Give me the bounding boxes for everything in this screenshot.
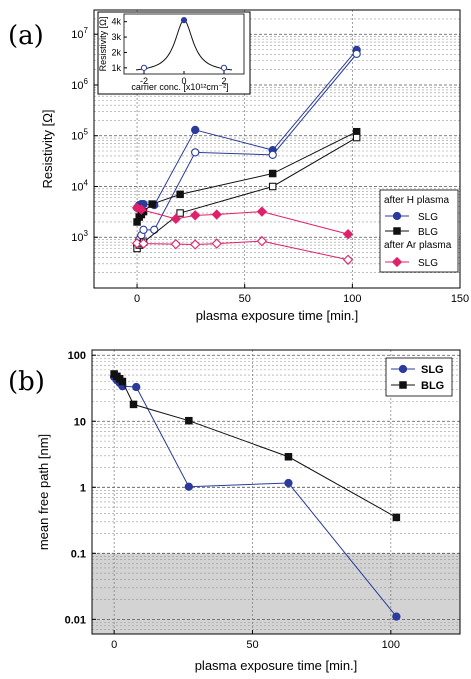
data-point [140,226,147,233]
y-tick-label: 107 [71,26,88,41]
x-tick-label: 150 [451,293,469,305]
legend-group-h-plasma: after H plasma [384,195,449,206]
data-point [151,226,158,233]
data-point [212,239,221,248]
data-point [393,514,399,520]
panel-b-legend: SLG BLG [386,358,452,396]
data-point [191,211,200,220]
inset-y-axis-title: Resistivity [Ω] [98,17,108,72]
data-point [269,151,276,158]
legend-marker [400,382,406,388]
y-tick-label: 0.1 [71,548,86,560]
y-tick-label: 100 [68,350,86,362]
panel-a-x-axis-title: plasma exposure time [min.] [196,308,359,323]
data-point [192,149,199,156]
data-point [186,417,192,423]
data-point [133,383,140,390]
shaded-region [92,553,460,634]
data-point [344,255,353,264]
data-point [353,50,360,57]
data-point [177,191,183,197]
data-point [177,210,183,216]
legend-group-ar-plasma: after Ar plasma [384,240,452,251]
y-tick-label: 103 [71,229,88,244]
data-point [258,207,267,216]
data-point [258,237,267,246]
legend-marker [393,212,400,219]
data-point [269,170,275,176]
legend-label: SLG [418,212,438,223]
panel-b-x-axis-title: plasma exposure time [min.] [195,658,358,673]
data-point [191,240,200,249]
series-line [137,208,348,234]
inset-x-axis-title: carrier conc. [x10¹²cm⁻²] [131,82,228,92]
legend-marker [394,228,400,234]
panel-b-shaded-region [92,553,460,634]
data-point [149,201,155,207]
y-tick-label: 10 [74,416,86,428]
data-point [285,479,292,486]
data-point [185,483,192,490]
x-tick-label: 50 [246,639,258,651]
panel-a-legend: after H plasma after Ar plasma SLG BLG SLG [380,190,458,272]
data-point [285,454,291,460]
x-tick-label: 0 [111,639,117,651]
panel-b-y-axis-title: mean free path [nm] [36,434,51,550]
data-point [269,183,275,189]
inset-point [181,18,186,23]
panel-b-label: (b) [8,367,45,397]
inset-y-tick-label: 3k [111,32,121,42]
panel-b-chart: 0 50 100 0.01 0.1 1 10 100 plasma exposure time… [36,350,460,673]
x-tick-label: 100 [382,639,400,651]
legend-label: BLG [418,227,438,238]
legend-label: BLG [421,380,444,392]
y-tick-label: 0.01 [65,614,86,626]
legend-marker [399,365,406,372]
x-tick-label: 0 [134,293,140,305]
legend-label: SLG [421,364,444,376]
data-point [353,134,359,140]
series-line [137,241,348,260]
y-tick-label: 1 [80,482,86,494]
data-point [212,210,221,219]
inset-y-tick-label: 1k [111,63,121,73]
legend-label: SLG [418,258,438,269]
x-tick-label: 50 [239,293,251,305]
y-tick-label: 105 [71,128,88,143]
data-point [130,401,136,407]
data-point [171,240,180,249]
panel-a-label: (a) [8,21,44,51]
y-tick-label: 104 [71,178,88,193]
inset-y-tick-label: 4k [111,17,121,27]
series-line [114,374,396,517]
panel-a-inset: -2 0 2 1k 2k 3k 4k carrier conc. [x10¹²cm⁻²] R… [98,12,250,94]
x-tick-label: 100 [343,293,361,305]
data-point [119,378,125,384]
panel-a-chart: 0 50 100 150 103 104 105 106 107 plasma exposure… [40,10,469,323]
data-point [393,613,400,620]
inset-y-tick-label: 2k [111,47,121,57]
inset-point [221,65,226,70]
y-tick-label: 106 [71,77,88,92]
data-point [192,126,199,133]
inset-point [141,65,146,70]
panel-a-y-axis-title: Resistivity [Ω] [40,109,55,188]
